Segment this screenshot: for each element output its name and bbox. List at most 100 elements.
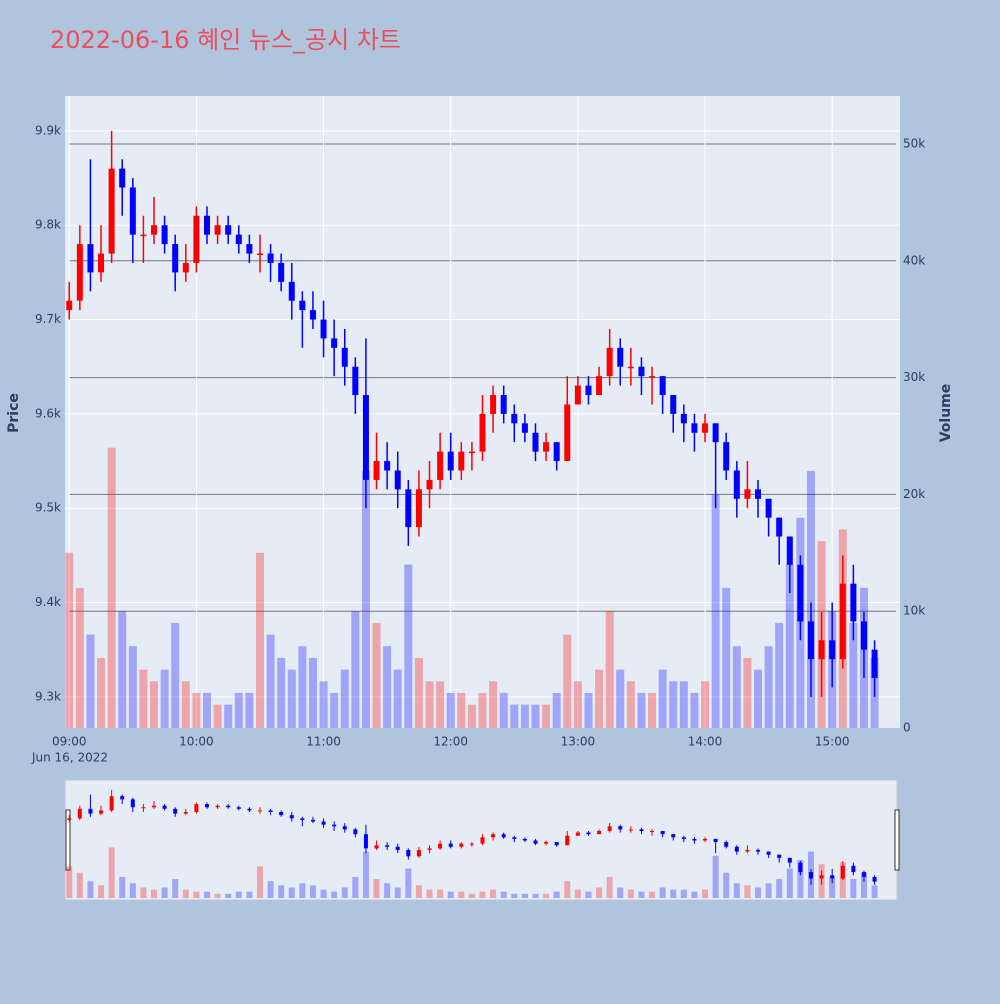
mini-volume-bar <box>649 891 656 898</box>
mini-volume-bar <box>744 885 751 898</box>
mini-volume-bar <box>670 889 677 898</box>
mini-candle-body <box>692 838 697 841</box>
mini-volume-bar <box>829 876 836 898</box>
x-date-label: Jun 16, 2022 <box>31 751 108 765</box>
mini-candle-body <box>204 804 209 808</box>
mini-volume-bar <box>468 893 475 898</box>
mini-candle-body <box>618 826 623 830</box>
range-handle[interactable] <box>894 809 900 871</box>
mini-candle-body <box>321 821 326 825</box>
volume-bar <box>542 704 551 728</box>
mini-candle-body <box>628 829 633 831</box>
volume-bar <box>86 634 95 728</box>
volume-bar <box>552 692 561 728</box>
x-tick-label: 10:00 <box>179 735 214 749</box>
mini-volume-bar <box>203 891 210 898</box>
mini-volume-bar <box>161 887 168 898</box>
x-tick-label: 11:00 <box>306 735 341 749</box>
candle-body <box>373 461 380 480</box>
y2-tick-label: 0 <box>903 721 911 735</box>
mini-volume-bar <box>702 889 709 898</box>
candle-body <box>553 442 560 462</box>
candle-body <box>807 621 814 660</box>
candle-body <box>151 225 158 235</box>
candle-body <box>214 225 221 235</box>
x-tick-label: 14:00 <box>688 735 723 749</box>
mini-volume-bar <box>733 883 740 898</box>
mini-candle-body <box>703 838 708 841</box>
mini-candle-body <box>289 815 294 819</box>
candle-body <box>384 461 391 471</box>
mini-candle-body <box>787 857 792 863</box>
mini-candle-body <box>406 849 411 857</box>
mini-candle-body <box>861 872 866 877</box>
y-axis-title: Price <box>6 393 22 433</box>
mini-candle-body <box>215 805 220 808</box>
volume-bar <box>171 622 180 728</box>
mini-volume-bar <box>320 889 327 898</box>
candle-body <box>331 338 338 348</box>
mini-volume-bar <box>606 876 613 898</box>
volume-bar <box>446 692 455 728</box>
mini-volume-bar <box>246 891 253 898</box>
volume-bar <box>754 669 763 728</box>
candle-body <box>394 470 401 490</box>
mini-volume-bar <box>309 885 316 898</box>
mini-volume-bar <box>574 889 581 898</box>
mini-candle-body <box>459 843 464 847</box>
mini-volume-bar <box>98 885 105 898</box>
volume-bar <box>287 669 296 728</box>
volume-bar <box>202 692 211 728</box>
mini-candle-body <box>565 835 570 846</box>
candle-body <box>765 498 772 518</box>
candle-body <box>659 376 666 396</box>
mini-candle-body <box>67 818 72 820</box>
mini-volume-bar <box>151 889 158 898</box>
volume-bar <box>563 634 572 728</box>
candle-body <box>733 470 740 499</box>
mini-volume-bar <box>553 891 560 898</box>
mini-volume-bar <box>193 891 200 898</box>
candle-body <box>235 234 242 245</box>
volume-bar <box>404 564 413 728</box>
mini-volume-bar <box>214 893 221 898</box>
mini-volume-bar <box>256 866 263 898</box>
volume-bar <box>658 669 667 728</box>
mini-volume-bar <box>278 885 285 898</box>
mini-candle-body <box>99 810 104 814</box>
mini-candle-body <box>88 808 93 814</box>
y2-tick-label: 30k <box>903 370 925 384</box>
range-handle[interactable] <box>65 809 71 871</box>
y2-tick-label: 40k <box>903 253 925 267</box>
volume-bar <box>160 669 169 728</box>
mini-candle-body <box>554 842 559 846</box>
mini-candle-body <box>300 818 305 820</box>
mini-candle-body <box>183 812 188 814</box>
candle-body <box>246 244 253 254</box>
mini-volume-bar <box>765 883 772 898</box>
candle-body <box>786 536 793 565</box>
volume-bar <box>150 681 159 728</box>
volume-bar <box>383 646 392 728</box>
candle-body <box>362 395 369 480</box>
volume-bar <box>128 646 137 728</box>
mini-volume-bar <box>543 893 550 898</box>
mini-volume-bar <box>119 876 126 898</box>
x-tick-label: 13:00 <box>561 735 596 749</box>
mini-volume-bar <box>627 889 634 898</box>
mini-candle-body <box>385 845 390 847</box>
mini-volume-bar <box>362 851 369 898</box>
mini-candle-body <box>342 826 347 830</box>
volume-bar <box>234 692 243 728</box>
mini-candle-body <box>448 843 453 847</box>
volume-bar <box>181 681 190 728</box>
volume-bar <box>65 552 74 728</box>
mini-candle-body <box>374 845 379 849</box>
mini-volume-bar <box>76 872 83 898</box>
candle-body <box>129 187 136 235</box>
mini-volume-bar <box>755 887 762 898</box>
mini-volume-bar <box>182 889 189 898</box>
candle-body <box>458 451 465 471</box>
mini-volume-bar <box>479 891 486 898</box>
volume-bar <box>393 669 402 728</box>
